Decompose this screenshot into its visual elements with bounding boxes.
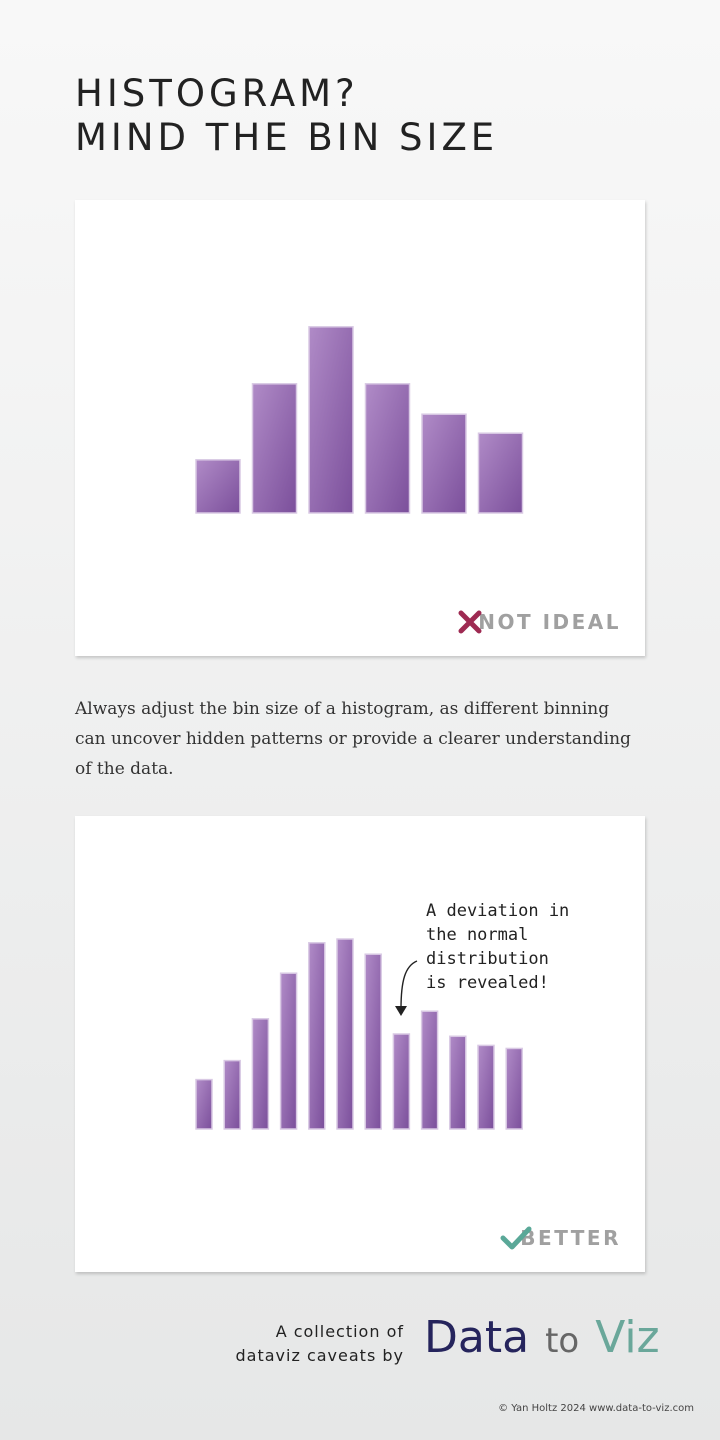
verdict-not-ideal: NOT IDEAL xyxy=(458,610,621,634)
logo-word-data: Data xyxy=(424,1312,530,1363)
histogram-bar xyxy=(505,1047,523,1130)
logo-word-to: to xyxy=(545,1321,580,1361)
check-icon xyxy=(500,1226,532,1250)
title-line-2: MIND THE BIN SIZE xyxy=(75,116,499,159)
histogram-bar xyxy=(279,972,298,1130)
description-text: Always adjust the bin size of a histogra… xyxy=(75,699,631,779)
histogram-bar xyxy=(251,1018,270,1130)
histogram-bar xyxy=(364,953,382,1130)
histogram-bar xyxy=(420,1010,439,1130)
histogram-bar xyxy=(223,1059,241,1130)
tagline-line-2: dataviz caveats by xyxy=(235,1346,404,1365)
copyright-text: © Yan Holtz 2024 www.data-to-viz.com xyxy=(498,1403,694,1414)
verdict-label: BETTER xyxy=(520,1226,621,1250)
histogram-bar xyxy=(308,326,354,514)
annotation-line: distribution xyxy=(426,949,549,969)
histogram-bar xyxy=(421,413,467,514)
histogram-bar xyxy=(449,1035,467,1130)
histogram-bar xyxy=(195,459,241,514)
deviation-annotation: A deviation in the normal distribution i… xyxy=(426,899,569,995)
histogram-bar xyxy=(336,938,354,1130)
coarse-histogram-chart xyxy=(195,326,524,514)
histogram-bar xyxy=(251,383,298,514)
page-title: HISTOGRAM? MIND THE BIN SIZE xyxy=(75,72,498,160)
histogram-bar xyxy=(195,1078,213,1130)
tagline-line-1: A collection of xyxy=(275,1322,404,1341)
histogram-bar xyxy=(308,942,326,1130)
histogram-bar xyxy=(392,1033,411,1130)
histogram-bar xyxy=(477,432,524,514)
not-ideal-panel: NOT IDEAL xyxy=(75,200,645,656)
data-to-viz-logo[interactable]: Data to Viz xyxy=(424,1310,660,1369)
logo-word-viz: Viz xyxy=(595,1312,660,1363)
histogram-bar xyxy=(364,383,411,514)
annotation-arrow xyxy=(400,960,418,1010)
verdict-label: NOT IDEAL xyxy=(478,610,621,634)
verdict-better: BETTER xyxy=(500,1226,621,1250)
cross-icon xyxy=(458,610,482,634)
annotation-line: the normal xyxy=(426,925,529,945)
histogram-bar xyxy=(477,1044,495,1130)
annotation-arrowhead xyxy=(395,1006,407,1016)
better-panel: A deviation in the normal distribution i… xyxy=(75,816,645,1272)
annotation-line: is revealed! xyxy=(426,973,549,993)
footer-tagline: A collection of dataviz caveats by xyxy=(236,1320,404,1368)
title-line-1: HISTOGRAM? xyxy=(75,72,359,115)
annotation-line: A deviation in xyxy=(426,901,570,921)
fine-histogram-chart xyxy=(195,938,523,1130)
